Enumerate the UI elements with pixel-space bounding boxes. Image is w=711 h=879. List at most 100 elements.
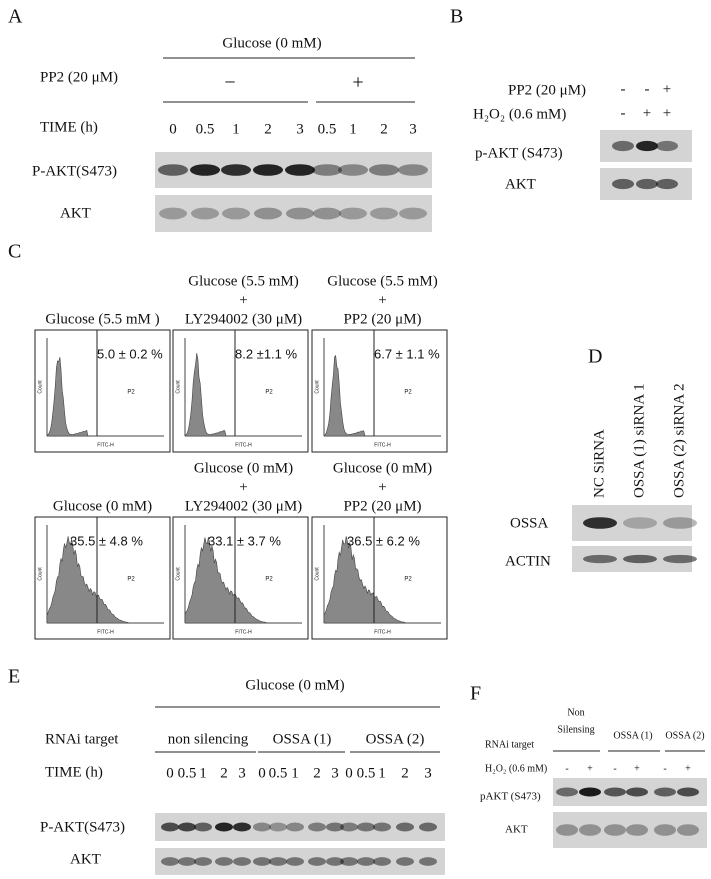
band: [178, 822, 196, 832]
axis-label: Count: [314, 380, 320, 394]
band: [326, 857, 344, 866]
band: [178, 857, 196, 866]
band: [623, 554, 657, 564]
histogram: [46, 357, 164, 437]
label: AKT: [60, 205, 91, 221]
label: +: [239, 292, 247, 308]
label: Glucose (0 mM): [53, 498, 152, 514]
label: PP2 (20 μM): [343, 498, 421, 514]
label: OSSA (2) siRNA 2: [671, 383, 687, 498]
band: [556, 787, 578, 797]
label: AKT: [505, 824, 528, 836]
label: +: [378, 292, 386, 308]
band: [326, 822, 344, 832]
axis-label: Count: [37, 380, 43, 394]
band: [579, 824, 601, 836]
label: Glucose (0 mM): [245, 677, 344, 693]
label: +: [634, 763, 640, 774]
label: Non: [567, 707, 584, 718]
label: 2: [313, 765, 321, 781]
blot: [155, 195, 432, 232]
percentage: 5.0 ± 0.2 %: [97, 346, 163, 361]
histogram: [184, 353, 302, 437]
label: non silencing: [168, 731, 249, 747]
band: [308, 822, 326, 832]
band: [191, 207, 219, 220]
label: 0.5: [269, 765, 288, 781]
label: H₂O₂ (0.6 mM): [473, 106, 566, 122]
label: -: [613, 763, 616, 774]
band: [340, 857, 358, 866]
axis-label: FITC-H: [97, 629, 114, 635]
label: 0: [345, 765, 353, 781]
label: 3: [424, 765, 432, 781]
band: [396, 822, 414, 832]
band: [159, 207, 187, 220]
band: [604, 824, 626, 836]
axis-label: FITC-H: [235, 442, 252, 448]
band: [370, 207, 398, 220]
band: [308, 857, 326, 866]
percentage: 35.5 ± 4.8 %: [70, 533, 143, 548]
band: [233, 822, 251, 832]
label: Silensing: [557, 724, 594, 735]
band: [215, 822, 233, 832]
band: [626, 824, 648, 836]
label: Glucose (5.5 mM ): [45, 311, 159, 327]
label: -: [565, 763, 568, 774]
label: PP2 (20 μM): [343, 311, 421, 327]
band: [579, 787, 601, 797]
label: 0.5: [318, 121, 337, 137]
band: [373, 822, 391, 832]
band: [253, 822, 271, 832]
label: +: [378, 479, 386, 495]
panel-label: E: [8, 666, 20, 688]
label: 0.5: [357, 765, 376, 781]
label: OSSA: [510, 515, 549, 531]
gate-label: P2: [404, 577, 412, 583]
band: [285, 164, 315, 176]
band: [339, 207, 367, 220]
axis-label: FITC-H: [235, 629, 252, 635]
label: Glucose (5.5 mM): [327, 273, 437, 289]
label: OSSA (1) siRNA 1: [631, 383, 647, 498]
gate-label: P2: [265, 577, 273, 583]
label: TIME (h): [45, 764, 103, 780]
band: [583, 554, 617, 564]
band: [373, 857, 391, 866]
band: [612, 140, 634, 152]
band: [636, 140, 658, 152]
band: [253, 857, 271, 866]
band: [654, 824, 676, 836]
label: Glucose (5.5 mM): [188, 273, 298, 289]
label: PP2 (20 μM): [508, 82, 586, 98]
band: [656, 140, 678, 152]
label: LY294002 (30 μM): [185, 311, 302, 327]
label: 0: [169, 121, 177, 137]
label: P-AKT(S473): [40, 819, 125, 835]
band: [419, 857, 437, 866]
label: RNAi target: [45, 731, 119, 747]
label: RNAi target: [485, 739, 534, 750]
axis-label: Count: [175, 567, 181, 581]
band: [677, 824, 699, 836]
label: 1: [199, 765, 207, 781]
band: [636, 178, 658, 190]
label: 0.5: [178, 765, 197, 781]
band: [190, 164, 220, 176]
band: [286, 207, 314, 220]
label: -: [621, 81, 626, 97]
label: -: [645, 81, 650, 97]
label: -: [621, 105, 626, 121]
band: [340, 822, 358, 832]
label: 2: [220, 765, 228, 781]
band: [194, 822, 212, 832]
label: Glucose (0 mM): [222, 35, 321, 51]
label: +: [663, 105, 671, 121]
label: p-AKT (S473): [475, 145, 563, 161]
band: [269, 857, 287, 866]
label: AKT: [505, 176, 536, 192]
band: [663, 554, 697, 564]
axis-label: Count: [314, 567, 320, 581]
